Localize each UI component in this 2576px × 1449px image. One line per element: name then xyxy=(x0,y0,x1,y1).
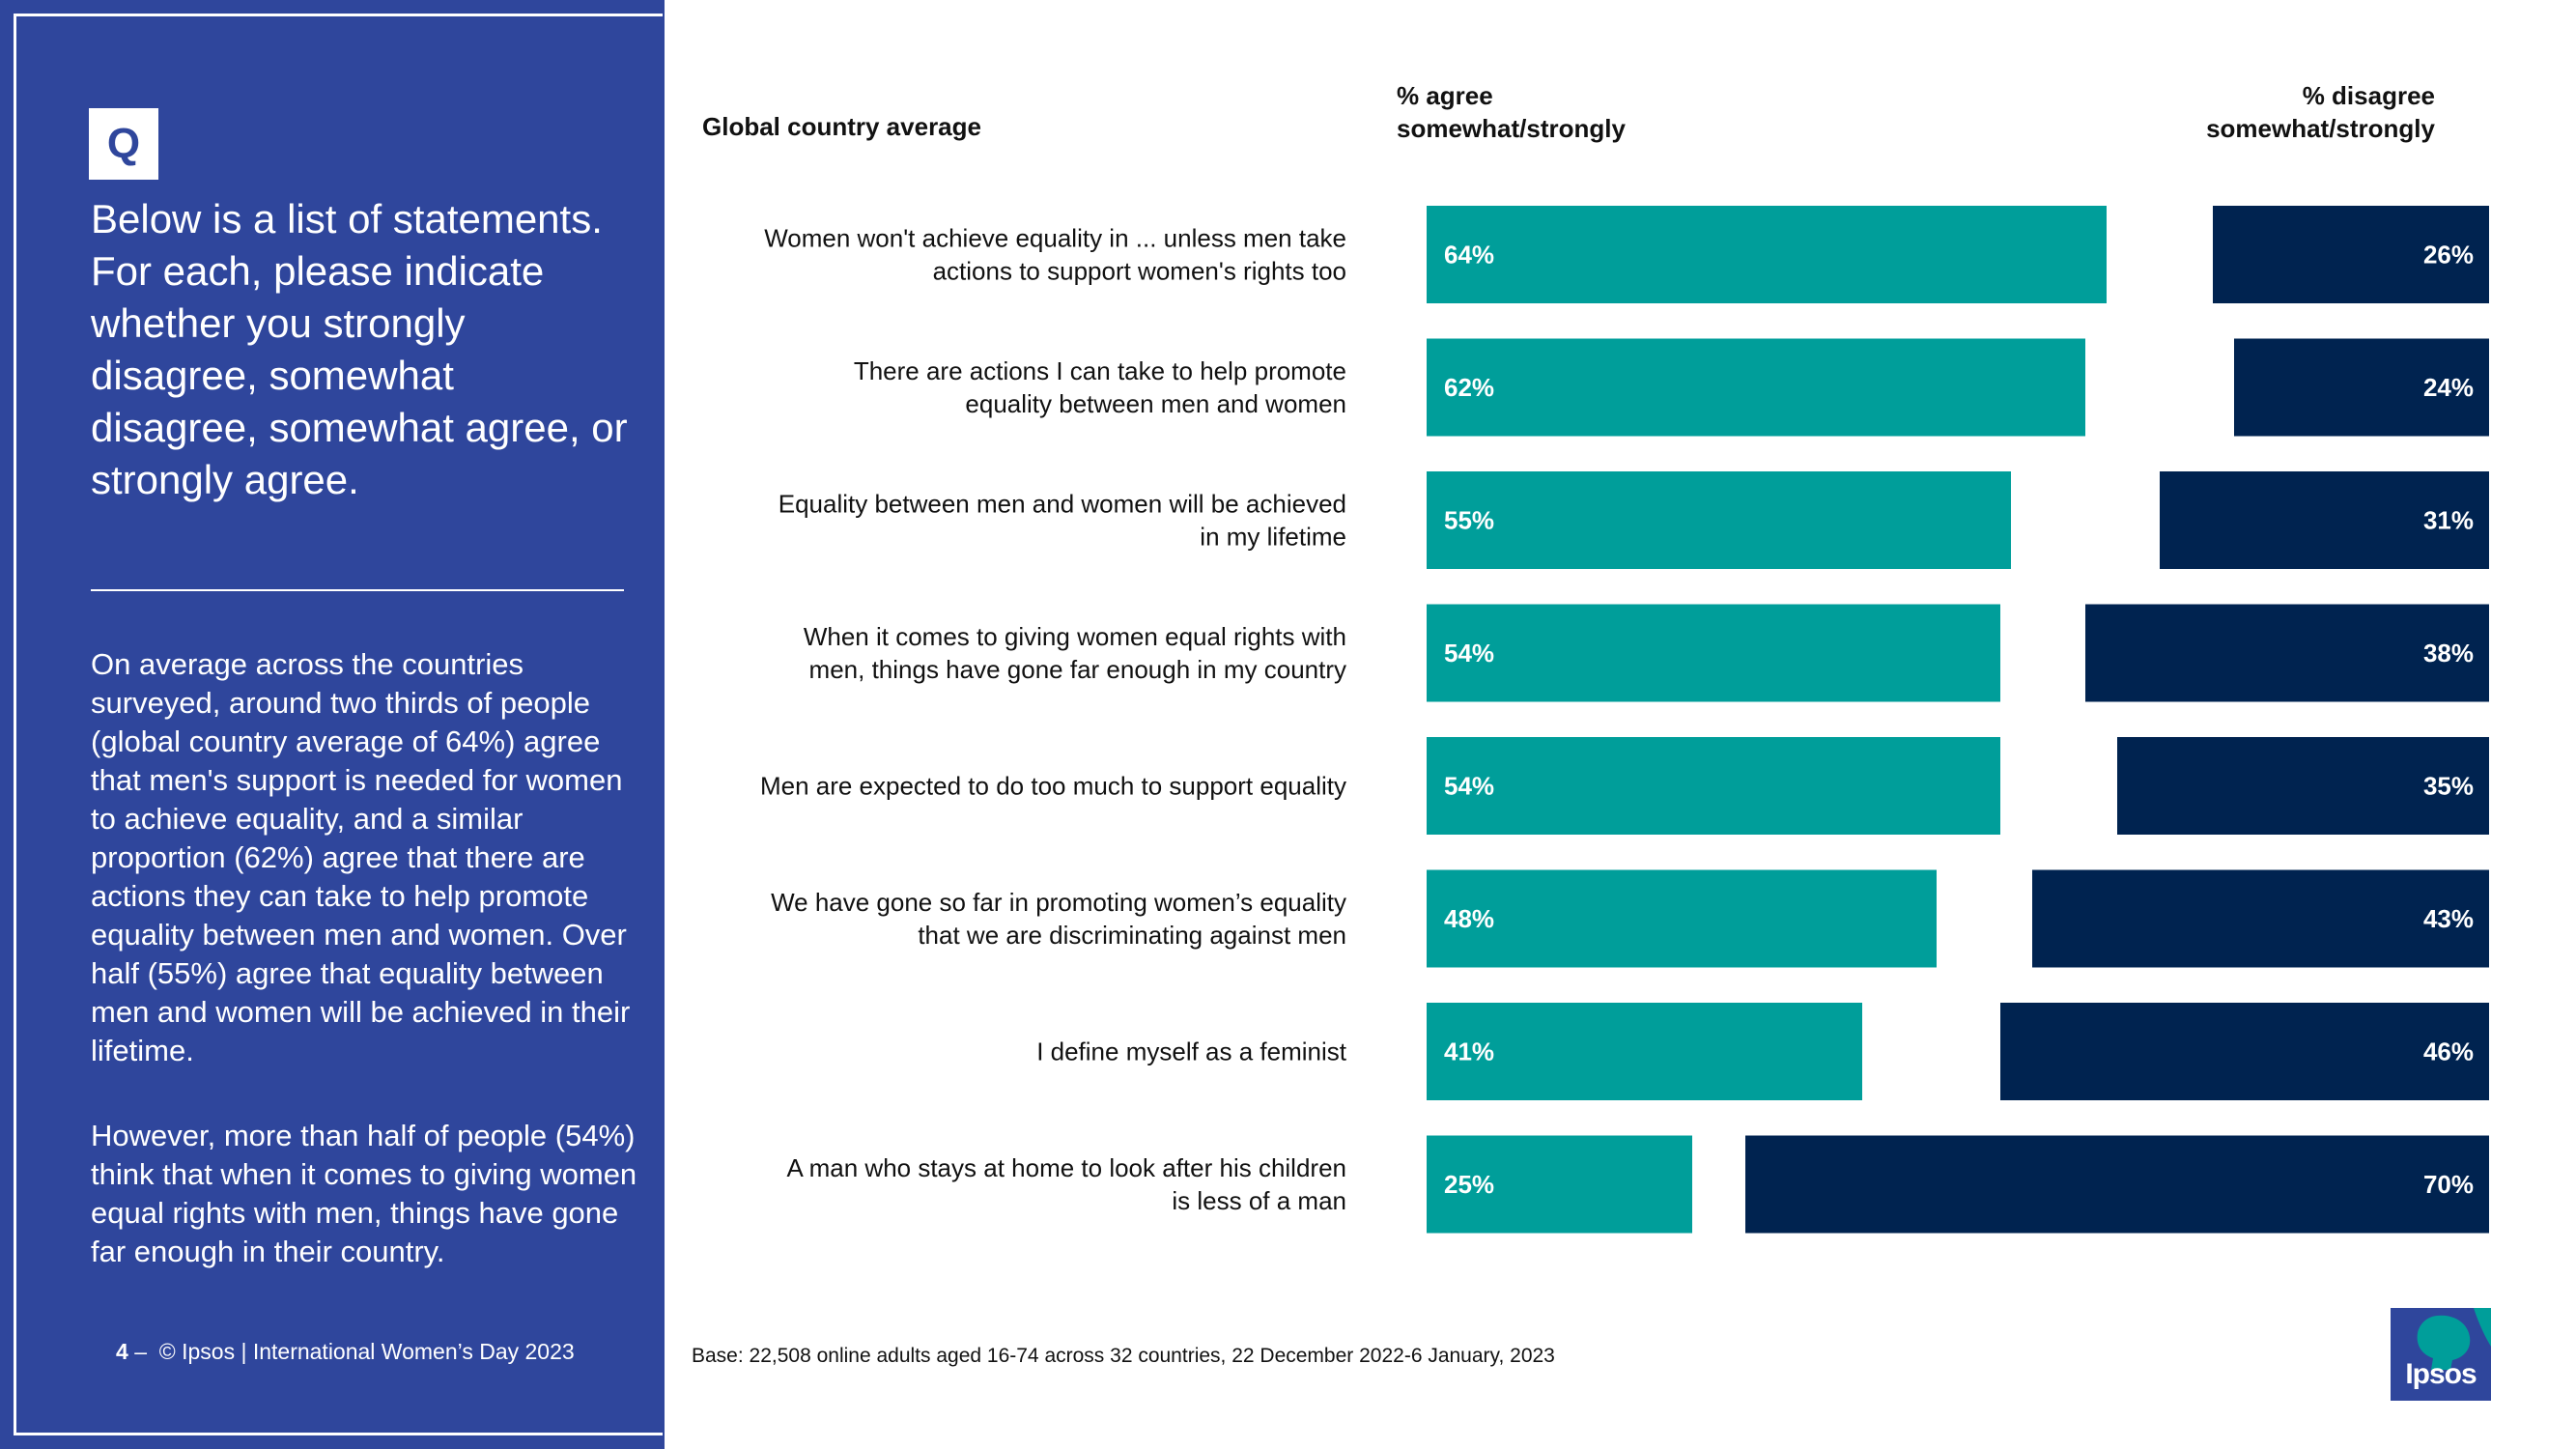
disagree-value-label: 70% xyxy=(2423,1170,2474,1199)
base-note: Base: 22,508 online adults aged 16-74 ac… xyxy=(692,1345,1555,1367)
agree-bar xyxy=(1427,869,1937,968)
category-label: Women won't achieve equality in ... unle… xyxy=(764,224,1346,253)
agree-value-label: 55% xyxy=(1444,506,1494,535)
footer-left: 4 – © Ipsos | International Women’s Day … xyxy=(116,1339,575,1365)
agree-bar xyxy=(1427,737,2000,835)
agree-value-label: 64% xyxy=(1444,241,1494,270)
category-label: When it comes to giving women equal righ… xyxy=(804,622,1346,651)
summary: On average across the countries surveyed… xyxy=(91,645,651,1318)
disagree-value-label: 24% xyxy=(2423,373,2474,402)
copyright-text: © Ipsos | International Women’s Day 2023 xyxy=(158,1339,575,1364)
disagree-bar xyxy=(2160,471,2489,569)
logo-text: Ipsos xyxy=(2405,1358,2477,1390)
sidebar-frame xyxy=(14,14,663,1435)
agree-bar xyxy=(1427,1003,1862,1100)
category-label: I define myself as a feminist xyxy=(1036,1037,1347,1066)
category-label: equality between men and women xyxy=(965,389,1346,418)
agree-value-label: 41% xyxy=(1444,1037,1494,1066)
category-label: A man who stays at home to look after hi… xyxy=(786,1153,1346,1182)
agree-value-label: 48% xyxy=(1444,904,1494,933)
agree-header: % agree somewhat/strongly xyxy=(1397,79,1626,145)
disagree-bar xyxy=(2117,737,2489,835)
agree-bar xyxy=(1427,471,2011,569)
category-label: men, things have gone far enough in my c… xyxy=(809,655,1346,684)
disagree-value-label: 35% xyxy=(2423,772,2474,801)
logo-emblem-icon xyxy=(2417,1308,2491,1370)
category-label: actions to support women's rights too xyxy=(933,257,1346,286)
sidebar-panel: Q Below is a list of statements. For eac… xyxy=(0,0,665,1449)
agree-header-line2: somewhat/strongly xyxy=(1397,114,1626,143)
disagree-value-label: 46% xyxy=(2423,1037,2474,1066)
page-number: 4 xyxy=(116,1339,128,1364)
summary-paragraph-1: On average across the countries surveyed… xyxy=(91,647,631,1067)
category-label: in my lifetime xyxy=(1200,523,1346,552)
category-label: Men are expected to do too much to suppo… xyxy=(760,772,1346,801)
category-label: We have gone so far in promoting women’s… xyxy=(771,888,1346,917)
agree-bar xyxy=(1427,206,2107,303)
disagree-value-label: 38% xyxy=(2423,639,2474,668)
disagree-bar xyxy=(2032,869,2489,968)
chart-title: Global country average xyxy=(702,112,981,141)
divider xyxy=(91,589,624,591)
disagree-bar xyxy=(2234,338,2489,437)
agree-header-line1: % agree xyxy=(1397,81,1493,110)
category-label: is less of a man xyxy=(1172,1186,1346,1215)
question-badge: Q xyxy=(89,108,158,180)
disagree-bar xyxy=(2000,1003,2489,1100)
disagree-value-label: 43% xyxy=(2423,904,2474,933)
disagree-bar xyxy=(2085,604,2489,702)
disagree-value-label: 26% xyxy=(2423,241,2474,270)
agree-value-label: 62% xyxy=(1444,373,1494,402)
agree-bar xyxy=(1427,604,2000,702)
category-label: There are actions I can take to help pro… xyxy=(854,356,1346,385)
disagree-bar xyxy=(2213,206,2489,303)
agree-bar xyxy=(1427,338,2085,437)
footer-separator: – xyxy=(134,1339,147,1364)
disagree-header: % disagree somewhat/strongly xyxy=(2206,79,2435,145)
question-text: Below is a list of statements. For each,… xyxy=(91,196,628,502)
summary-paragraph-2: However, more than half of people (54%) … xyxy=(91,1119,637,1268)
agree-bar xyxy=(1427,1135,1692,1234)
category-label: Equality between men and women will be a… xyxy=(778,490,1346,519)
agree-value-label: 54% xyxy=(1444,639,1494,668)
ipsos-logo: Ipsos xyxy=(2391,1308,2491,1401)
disagree-value-label: 31% xyxy=(2423,506,2474,535)
category-label: that we are discriminating against men xyxy=(918,921,1346,950)
disagree-header-line1: % disagree xyxy=(2302,81,2435,110)
disagree-bar xyxy=(1745,1135,2489,1234)
agree-value-label: 25% xyxy=(1444,1170,1494,1199)
disagree-header-line2: somewhat/strongly xyxy=(2206,114,2435,143)
agree-value-label: 54% xyxy=(1444,772,1494,801)
